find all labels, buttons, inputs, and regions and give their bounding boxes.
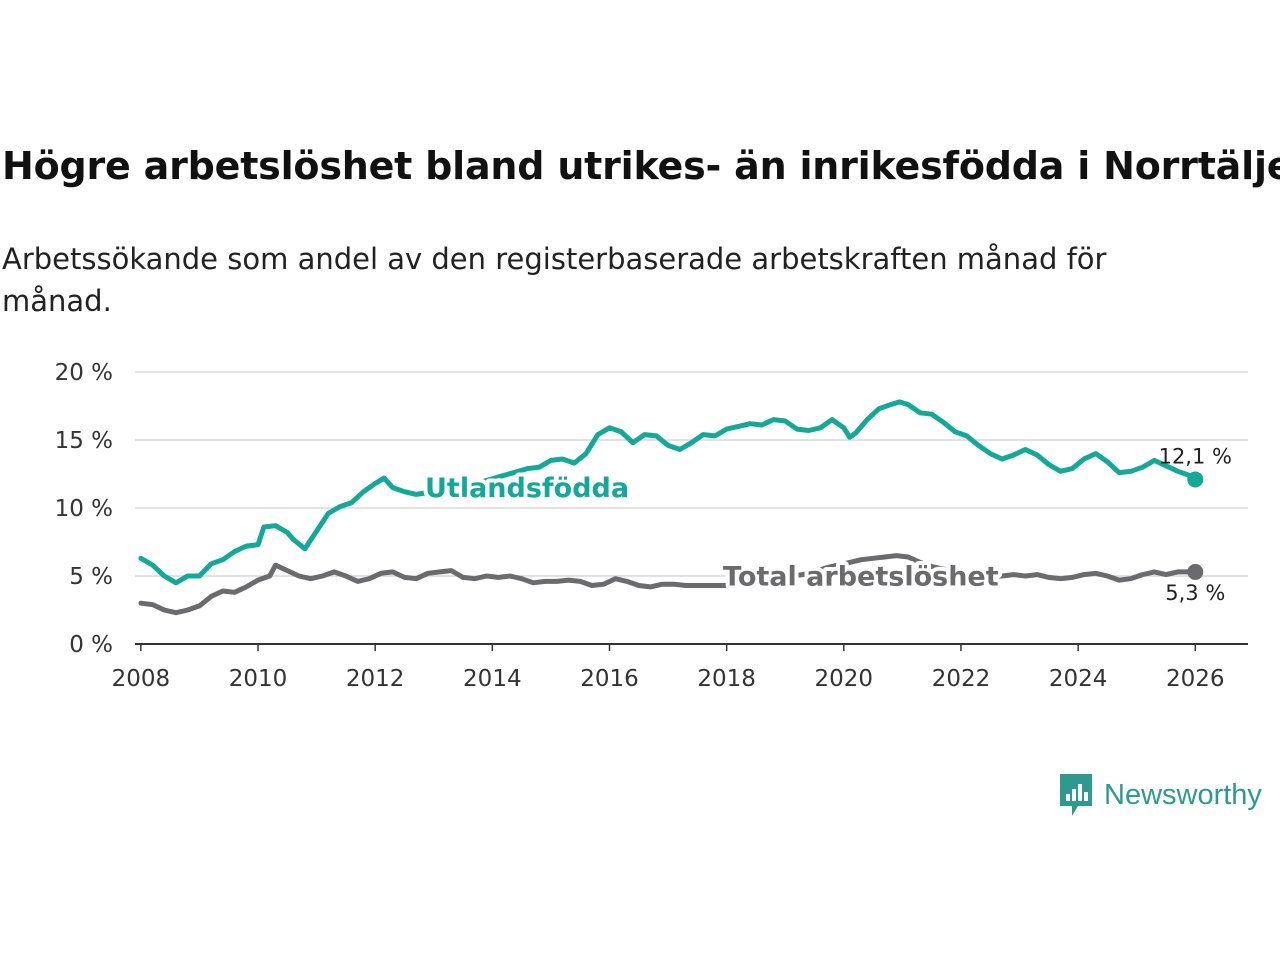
x-tick-label: 2026: [1166, 666, 1225, 692]
x-tick-label: 2024: [1049, 666, 1108, 692]
line-total: [138, 553, 1198, 616]
newsworthy-logo: Newsworthy: [1058, 772, 1262, 818]
x-tick-label: 2016: [580, 666, 639, 692]
chart-title: Högre arbetslöshet bland utrikes- än inr…: [2, 144, 1280, 188]
line-utlandsfodda: [138, 399, 1198, 586]
x-tick-label: 2018: [697, 666, 756, 692]
newsworthy-logo-icon: [1060, 774, 1092, 816]
series-label-total: Total arbetslöshet: [723, 562, 999, 593]
x-tick-label: 2008: [112, 666, 171, 692]
y-tick-label: 10 %: [55, 496, 113, 522]
line-chart: 0 %5 %10 %15 %20 % 2008 2010 2012 2014 2016 2…: [55, 360, 1248, 692]
end-point: [1187, 471, 1204, 488]
end-label-total: 5,3 %: [1165, 581, 1225, 605]
x-tick-label: 2014: [463, 666, 522, 692]
chart-subtitle: Arbetssökande som andel av den registerb…: [2, 242, 1107, 318]
brand-name: Newsworthy: [1104, 778, 1262, 811]
x-tick-label: 2012: [346, 666, 405, 692]
x-axis: 2008 2010 2012 2014 2016 2018 2020 2022 2024 2026: [112, 643, 1248, 692]
y-tick-label: 0 %: [69, 632, 113, 658]
y-tick-label: 5 %: [69, 564, 113, 590]
series-label-utlandsfodda: Utlandsfödda: [425, 473, 629, 504]
end-label-utlandsfodda: 12,1 %: [1159, 444, 1232, 468]
y-axis-ticks: 0 % 5 % 10 % 15 % 20 %: [55, 360, 113, 658]
x-tick-label: 2020: [815, 666, 874, 692]
y-tick-label: 15 %: [55, 428, 113, 454]
x-tick-label: 2010: [229, 666, 288, 692]
series-labels: 12,1 % 5,3 % Utlandsfödda Total arbetslöshe…: [421, 444, 1232, 605]
y-tick-label: 20 %: [55, 360, 113, 386]
series-lines: [138, 399, 1204, 616]
x-tick-label: 2022: [932, 666, 991, 692]
end-point: [1187, 563, 1204, 580]
